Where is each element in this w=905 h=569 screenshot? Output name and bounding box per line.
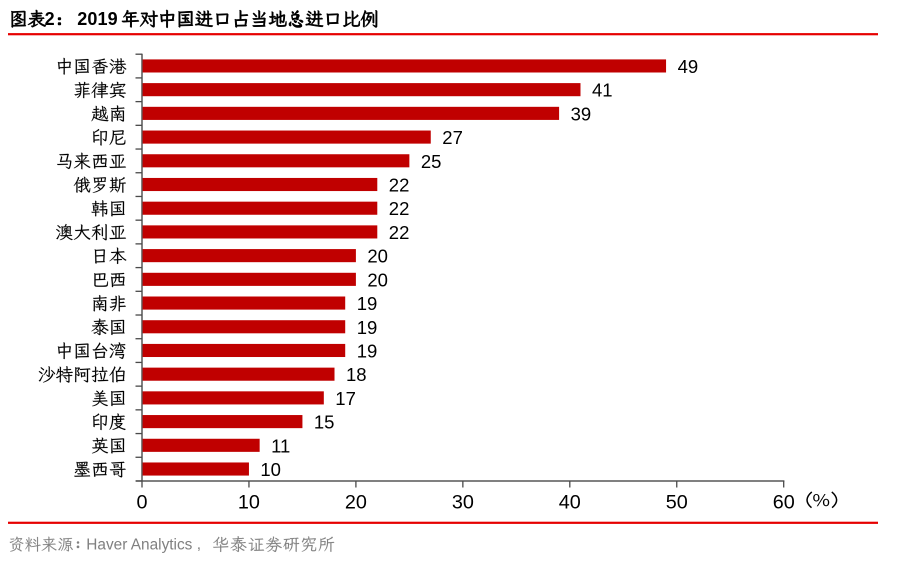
svg-text:10: 10 <box>238 491 260 513</box>
svg-text:20: 20 <box>367 246 388 267</box>
svg-text:,: , <box>197 536 201 553</box>
svg-text:41: 41 <box>592 80 613 101</box>
svg-text:25: 25 <box>421 151 442 172</box>
svg-text:20: 20 <box>367 269 388 290</box>
svg-text:11: 11 <box>271 435 290 456</box>
svg-text:49: 49 <box>678 56 699 77</box>
svg-text:Haver Analytics: Haver Analytics <box>86 536 192 553</box>
svg-text:15: 15 <box>314 412 335 433</box>
svg-text:22: 22 <box>389 222 410 243</box>
svg-text:27: 27 <box>442 127 463 148</box>
svg-text:10: 10 <box>260 459 281 480</box>
svg-text:19: 19 <box>357 317 378 338</box>
svg-text:22: 22 <box>389 175 410 196</box>
svg-text:22: 22 <box>389 198 410 219</box>
svg-text:19: 19 <box>357 293 378 314</box>
svg-text:18: 18 <box>346 364 367 385</box>
svg-text:2: 2 <box>45 9 55 29</box>
svg-text:50: 50 <box>666 491 688 513</box>
svg-text:40: 40 <box>559 491 581 513</box>
svg-text:60: 60 <box>773 491 795 513</box>
svg-text:19: 19 <box>357 341 378 362</box>
svg-text:0: 0 <box>136 491 147 513</box>
svg-text:39: 39 <box>571 103 592 124</box>
svg-text:2019: 2019 <box>77 9 118 29</box>
svg-text:30: 30 <box>452 491 474 513</box>
svg-text:17: 17 <box>335 388 356 409</box>
svg-text:20: 20 <box>345 491 367 513</box>
